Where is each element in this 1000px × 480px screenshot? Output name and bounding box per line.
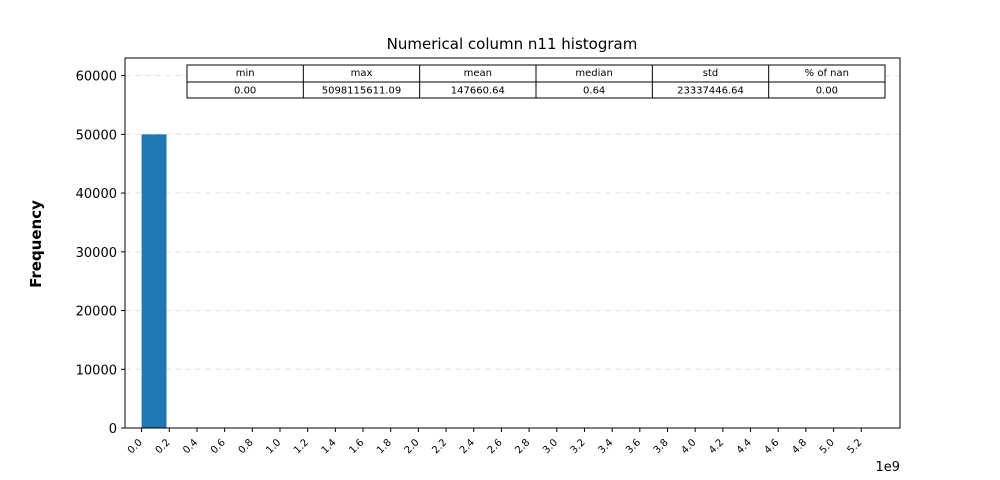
stats-table-header: mean	[464, 68, 492, 79]
stats-table-value: 23337446.64	[677, 86, 744, 97]
x-tick-label: 5.0	[818, 437, 837, 456]
x-tick-label: 2.2	[430, 437, 449, 456]
stats-table-value: 0.00	[234, 86, 256, 97]
y-axis: 0 10000 20000 30000 40000 50000 60000	[76, 70, 125, 437]
y-tick-label: 50000	[76, 128, 117, 143]
x-tick-label: 1.8	[375, 437, 394, 456]
x-tick-label: 3.8	[652, 437, 671, 456]
x-tick-label: 0.8	[237, 437, 256, 456]
x-tick-label: 2.6	[486, 437, 505, 456]
x-tick-label: 5.2	[846, 437, 865, 456]
y-axis-label: Frequency	[27, 200, 45, 288]
histogram-bar	[141, 134, 167, 428]
x-tick-label: 3.2	[569, 437, 588, 456]
stats-table-value: 5098115611.09	[322, 86, 402, 97]
x-tick-label: 0.2	[154, 437, 173, 456]
x-tick-label: 4.8	[790, 437, 809, 456]
x-tick-label: 0.0	[126, 437, 145, 456]
stats-table: min 0.00 max 5098115611.09 mean 147660.64 medi…	[186, 64, 886, 99]
x-tick-label: 3.6	[624, 437, 643, 456]
x-tick-label: 1.4	[320, 437, 339, 456]
bars-layer	[141, 134, 167, 428]
stats-table-header: min	[236, 68, 255, 79]
x-tick-label: 3.4	[596, 437, 615, 456]
y-tick-label: 20000	[76, 305, 117, 320]
grid-layer	[125, 75, 900, 370]
x-tick-label: 1.6	[347, 437, 366, 456]
x-axis: 0.0 0.2 0.4 0.6 0.8 1.0 1.2 1.4 1.6 1.8 2.0 2.2 2.4 2…	[126, 428, 865, 456]
stats-table-header: median	[575, 68, 613, 79]
chart-title: Numerical column n11 histogram	[387, 35, 638, 53]
x-tick-label: 2.4	[458, 437, 477, 456]
x-tick-label: 1.2	[292, 437, 311, 456]
x-tick-label: 2.8	[513, 437, 532, 456]
x-tick-label: 0.6	[209, 437, 228, 456]
x-tick-label: 4.6	[762, 437, 781, 456]
y-tick-label: 10000	[76, 363, 117, 378]
y-tick-label: 0	[109, 422, 117, 437]
x-tick-label: 4.2	[707, 437, 726, 456]
plot-frame	[124, 57, 901, 429]
y-tick-label: 40000	[76, 187, 117, 202]
x-tick-label: 4.4	[735, 437, 754, 456]
stats-table-header: max	[351, 68, 373, 79]
x-tick-label: 3.0	[541, 437, 560, 456]
x-tick-label: 1.0	[264, 437, 283, 456]
stats-table-value: 0.00	[816, 86, 838, 97]
y-tick-label: 30000	[76, 246, 117, 261]
stats-table-header: % of nan	[805, 68, 849, 79]
y-tick-label: 60000	[76, 70, 117, 85]
x-tick-label: 0.4	[181, 437, 200, 456]
stats-table-header: std	[703, 68, 718, 79]
stats-table-value: 0.64	[583, 86, 605, 97]
stats-table-value: 147660.64	[451, 86, 505, 97]
x-tick-label: 2.0	[403, 437, 422, 456]
x-offset-label: 1e9	[875, 460, 900, 475]
x-tick-label: 4.0	[679, 437, 698, 456]
